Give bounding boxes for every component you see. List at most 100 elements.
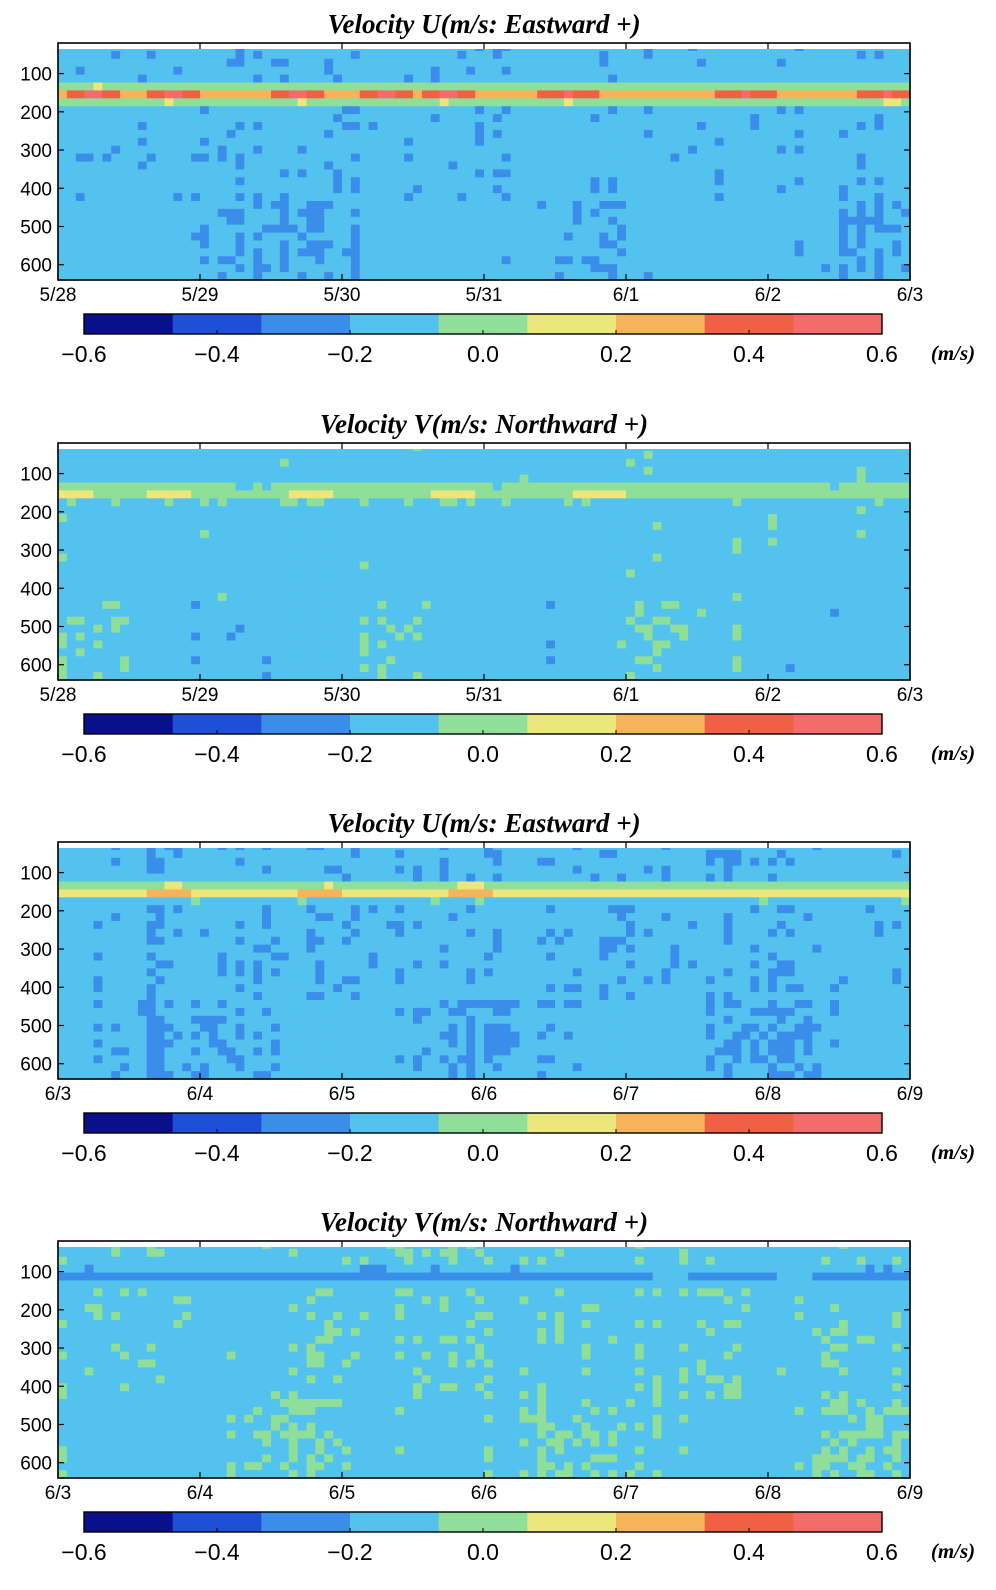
- y-tick-label: 200: [20, 103, 52, 124]
- x-tick-label: 5/28: [40, 685, 77, 706]
- panel-2: Velocity V(m/s: Northward +) 100 200 300 400…: [20, 409, 975, 767]
- colorbar-tick-label: −0.4: [194, 341, 240, 367]
- colorbar-swatch: [616, 1113, 706, 1133]
- y-tick-label: 100: [20, 65, 52, 86]
- colorbar-swatch: [438, 714, 528, 734]
- colorbar-tick-label: −0.4: [194, 1140, 240, 1166]
- x-tick-label: 6/2: [755, 285, 781, 306]
- colorbar-swatch: [527, 1113, 617, 1133]
- colorbar-swatch: [84, 1512, 174, 1532]
- colorbar-tick-label: 0.0: [467, 1539, 499, 1565]
- colorbar-tick-label: −0.2: [327, 1539, 372, 1565]
- panel-3: Velocity U(m/s: Eastward +) 100 200 300 400 5…: [20, 808, 975, 1166]
- colorbar-swatch: [172, 1512, 262, 1532]
- colorbar-swatch: [704, 1512, 794, 1532]
- x-tick-label: 6/5: [329, 1084, 355, 1105]
- x-tick-label: 5/29: [182, 685, 219, 706]
- heatmap-cells: [58, 43, 911, 281]
- colorbar-swatch: [84, 1113, 174, 1133]
- colorbar-tick-label: 0.6: [866, 1539, 898, 1565]
- panel-title: Velocity U(m/s: Eastward +): [327, 808, 640, 838]
- colorbar-tick-label: −0.4: [194, 1539, 240, 1565]
- colorbar-swatch: [261, 314, 351, 334]
- colorbar-swatch: [616, 714, 706, 734]
- y-tick-label: 500: [20, 1415, 52, 1436]
- colorbar-swatch: [350, 714, 440, 734]
- x-tick-label: 6/3: [45, 1084, 71, 1105]
- colorbar-swatch: [438, 1512, 528, 1532]
- colorbar-swatch: [438, 314, 528, 334]
- colorbar-swatch: [527, 714, 617, 734]
- y-tick-label: 400: [20, 1377, 52, 1398]
- colorbar-swatch: [350, 314, 440, 334]
- x-tick-label: 5/31: [466, 685, 503, 706]
- colorbar-tick-label: −0.2: [327, 341, 372, 367]
- colorbar-tick-label: −0.2: [327, 1140, 372, 1166]
- x-tick-label: 6/8: [755, 1483, 781, 1504]
- colorbar-swatch: [84, 314, 174, 334]
- colorbar-tick-label: 0.0: [467, 341, 499, 367]
- x-tick-label: 6/3: [897, 685, 923, 706]
- y-tick-label: 300: [20, 541, 52, 562]
- colorbar-tick-label: 0.4: [733, 341, 765, 367]
- colorbar-swatch: [350, 1113, 440, 1133]
- x-tick-label: 6/7: [613, 1483, 639, 1504]
- colorbar-tick-label: 0.0: [467, 1140, 499, 1166]
- y-tick-label: 600: [20, 656, 52, 677]
- x-tick-label: 6/8: [755, 1084, 781, 1105]
- x-tick-label: 6/1: [613, 685, 639, 706]
- x-tick-label: 5/30: [324, 285, 361, 306]
- y-tick-label: 100: [20, 864, 52, 885]
- y-tick-label: 500: [20, 217, 52, 238]
- x-tick-label: 6/6: [471, 1084, 497, 1105]
- colorbar-tick-label: −0.6: [61, 1140, 106, 1166]
- colorbar: −0.6 −0.4 −0.2 0.0 0.2 0.4 0.6 (m/s): [61, 1511, 975, 1565]
- colorbar-tick-label: 0.4: [733, 1539, 765, 1565]
- colorbar-swatch: [527, 1512, 617, 1532]
- y-tick-label: 200: [20, 1301, 52, 1322]
- colorbar-unit: (m/s): [931, 1140, 975, 1164]
- colorbar-swatch: [793, 1512, 883, 1532]
- colorbar-tick-label: 0.2: [600, 341, 632, 367]
- y-tick-label: 400: [20, 179, 52, 200]
- colorbar-tick-label: 0.2: [600, 741, 632, 767]
- colorbar-swatch: [350, 1512, 440, 1532]
- x-tick-label: 5/30: [324, 685, 361, 706]
- x-tick-label: 6/6: [471, 1483, 497, 1504]
- colorbar-swatch: [704, 314, 794, 334]
- y-tick-label: 600: [20, 1055, 52, 1076]
- colorbar-tick-label: 0.6: [866, 341, 898, 367]
- x-tick-label: 6/9: [897, 1483, 923, 1504]
- colorbar-swatch: [616, 1512, 706, 1532]
- colorbar-unit: (m/s): [931, 1539, 975, 1563]
- colorbar-swatch: [793, 714, 883, 734]
- panel-title: Velocity V(m/s: Northward +): [320, 1207, 648, 1237]
- colorbar-tick-label: 0.4: [733, 1140, 765, 1166]
- colorbar-tick-label: −0.6: [61, 741, 106, 767]
- colorbar-tick-label: −0.6: [61, 1539, 106, 1565]
- colorbar-tick-label: 0.0: [467, 741, 499, 767]
- y-tick-label: 100: [20, 1263, 52, 1284]
- colorbar-swatch: [172, 314, 262, 334]
- y-tick-label: 400: [20, 978, 52, 999]
- y-tick-label: 600: [20, 1454, 52, 1475]
- heatmap-cells: [58, 1241, 911, 1479]
- x-tick-label: 6/4: [187, 1483, 214, 1504]
- panel-4: Velocity V(m/s: Northward +) 100 200 300 400…: [20, 1207, 975, 1565]
- colorbar-tick-label: 0.2: [600, 1539, 632, 1565]
- colorbar-tick-label: 0.6: [866, 1140, 898, 1166]
- colorbar: −0.6 −0.4 −0.2 0.0 0.2 0.4 0.6 (m/s): [61, 313, 975, 367]
- y-tick-label: 600: [20, 256, 52, 277]
- colorbar-swatch: [527, 314, 617, 334]
- y-tick-label: 500: [20, 617, 52, 638]
- x-tick-label: 6/2: [755, 685, 781, 706]
- heatmap-cells: [58, 842, 911, 1080]
- x-tick-label: 6/3: [897, 285, 923, 306]
- colorbar-swatch: [261, 1512, 351, 1532]
- y-tick-label: 200: [20, 902, 52, 923]
- colorbar-tick-label: −0.6: [61, 341, 106, 367]
- colorbar-tick-label: 0.6: [866, 741, 898, 767]
- colorbar-swatch: [793, 314, 883, 334]
- heatmap-cells: [58, 443, 911, 681]
